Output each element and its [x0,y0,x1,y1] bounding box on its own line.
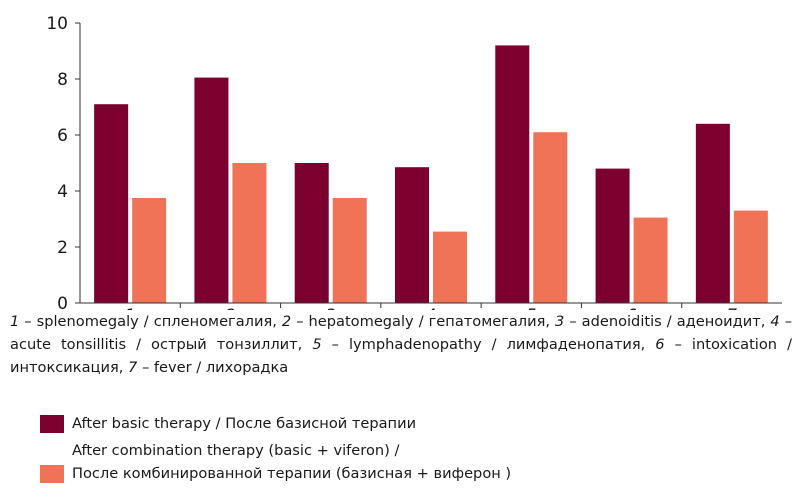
category-caption: 1 – splenomegaly / спленомегалия, 2 – he… [10,310,792,379]
y-tick-label: 0 [57,294,68,310]
bar-basic-3 [294,163,329,303]
caption-num-4: 4 [770,313,780,330]
bar-combination-4 [433,231,467,303]
bar-combination-2 [232,163,267,303]
legend-label-basic: After basic therapy / После базисной тер… [72,415,417,432]
legend-item-basic: After basic therapy / После базисной тер… [40,412,511,435]
bar-basic-5 [495,45,530,304]
caption-text-5: – lymphadenopathy / лимфаденопатия, [321,336,656,353]
bar-basic-4 [395,167,429,303]
x-tick-label: 3 [326,305,336,310]
bar-basic-1 [94,104,129,303]
caption-text-4: – acute tonsillitis / острый тонзиллит, [10,313,792,353]
caption-text-3: – adenoiditis / аденоидит, [564,313,771,330]
caption-num-5: 5 [312,336,322,353]
caption-num-7: 7 [128,359,138,376]
x-tick-label: 2 [225,305,235,310]
caption-text-7: – fever / лихорадка [137,359,289,376]
x-tick-label: 1 [125,305,135,310]
x-tick-label: 6 [626,305,636,310]
y-axis-ticks: 0 2 4 6 8 10 [46,14,80,310]
caption-text-2: – hepatomegaly / гепатомегалия, [291,313,556,330]
y-tick-label: 2 [57,238,68,258]
bar-basic-6 [595,168,630,303]
caption-text-6: – intoxication / интоксикация, [10,336,792,376]
y-tick-label: 4 [57,182,68,202]
legend-label-combination-line2: После комбинированной терапии (базисная … [72,465,512,482]
legend-item-combination: After combination therapy (basic + vifer… [40,439,511,485]
y-tick-label: 8 [57,70,68,90]
legend-swatch-combination [40,465,64,483]
legend: After basic therapy / После базисной тер… [40,412,511,489]
bars [94,45,768,304]
bar-basic-7 [695,123,730,303]
bar-combination-3 [332,198,367,303]
caption-num-6: 6 [655,336,665,353]
y-tick-label: 10 [46,14,68,34]
legend-swatch-basic [40,415,64,433]
legend-label-combination-line1: After combination therapy (basic + vifer… [72,442,400,459]
caption-text-1: – splenomegaly / спленомегалия, [19,313,282,330]
bar-combination-5 [533,132,568,303]
bar-combination-6 [633,217,668,303]
x-tick-label: 7 [727,305,738,310]
bar-combination-7 [733,210,768,303]
x-axis-ticks: 1 2 3 4 5 6 7 [125,303,738,310]
bar-combination-1 [132,198,167,303]
caption-num-1: 1 [10,313,20,330]
bar-basic-2 [194,77,229,303]
caption-num-3: 3 [555,313,565,330]
y-tick-label: 6 [57,126,68,146]
caption-num-2: 2 [281,313,292,330]
x-tick-label: 4 [426,305,436,310]
x-tick-label: 5 [526,305,536,310]
